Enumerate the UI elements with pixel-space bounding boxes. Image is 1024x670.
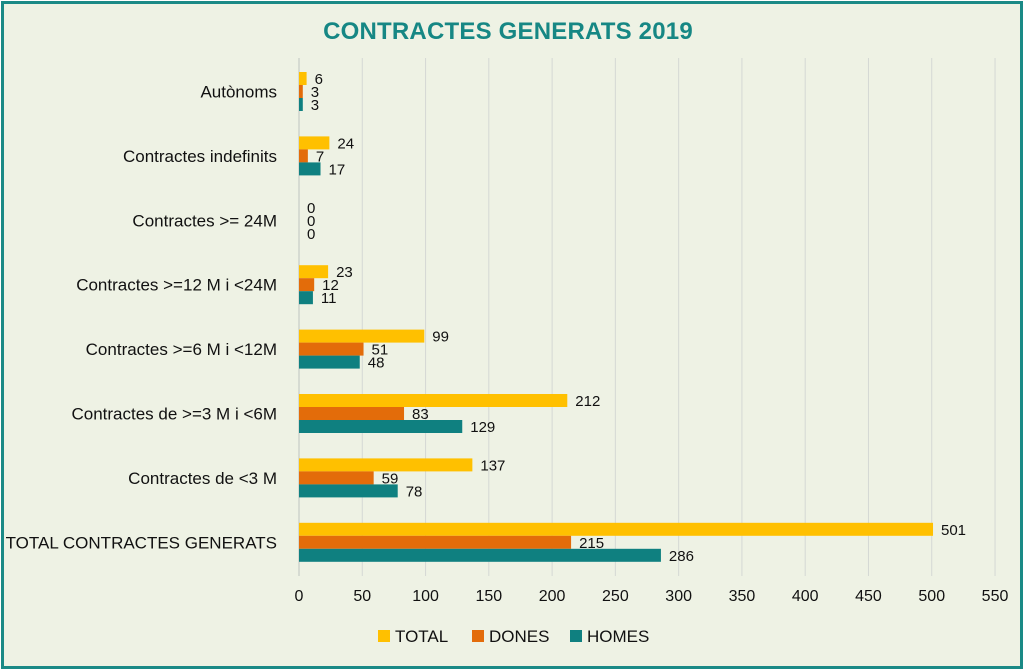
data-labels: 6332471700023121199514821283129137597850… <box>307 71 966 565</box>
data-label: 11 <box>321 290 337 307</box>
x-tick-label: 350 <box>729 588 756 605</box>
data-label: 0 <box>307 226 315 243</box>
x-tick-label: 250 <box>602 588 629 605</box>
x-tick-label: 500 <box>918 588 945 605</box>
data-label: 3 <box>311 84 319 101</box>
bar-dones <box>299 407 405 420</box>
bar-homes <box>299 291 313 305</box>
bar-total <box>299 72 307 85</box>
bars <box>299 72 934 562</box>
category-label: TOTAL CONTRACTES GENERATS <box>6 533 277 552</box>
data-label: 0 <box>307 213 315 230</box>
data-label: 7 <box>316 148 324 165</box>
x-tick-label: 400 <box>792 588 819 605</box>
bar-dones <box>299 149 308 163</box>
bar-homes <box>299 420 463 433</box>
bar-dones <box>299 471 374 485</box>
bar-homes <box>299 98 303 111</box>
data-label: 78 <box>406 483 423 500</box>
data-label: 286 <box>669 548 694 565</box>
category-label: Contractes de >=3 M i <6M <box>71 405 277 424</box>
data-label: 12 <box>322 277 339 294</box>
bar-homes <box>299 548 661 562</box>
legend-swatch-homes <box>570 630 582 642</box>
category-label: Contractes de <3 M <box>128 469 277 488</box>
data-label: 51 <box>372 342 389 359</box>
data-label: 24 <box>337 135 354 152</box>
data-label: 17 <box>329 161 346 178</box>
data-label: 99 <box>432 329 449 346</box>
data-label: 0 <box>307 200 315 217</box>
data-label: 212 <box>575 393 600 410</box>
bar-homes <box>299 162 321 176</box>
bar-dones <box>299 85 303 98</box>
x-tick-label: 550 <box>982 588 1009 605</box>
bar-dones <box>299 278 315 292</box>
x-tick-labels: 0 50 100 150 200 250 300 350 400 450 500 550 <box>295 588 1009 605</box>
data-label: 501 <box>941 522 966 539</box>
x-tick-label: 0 <box>295 588 304 605</box>
bar-dones <box>299 342 364 356</box>
chart-title: CONTRACTES GENERATS 2019 <box>323 18 693 45</box>
bar-total <box>299 136 330 150</box>
data-label: 215 <box>579 535 604 552</box>
category-label: Contractes >=12 M i <24M <box>76 276 277 295</box>
bar-total <box>299 522 934 536</box>
legend-label-homes: HOMES <box>587 627 649 646</box>
legend-swatch-dones <box>472 630 484 642</box>
bar-total <box>299 329 425 343</box>
data-label: 3 <box>311 97 319 114</box>
data-label: 23 <box>336 264 353 281</box>
bar-total <box>299 394 568 407</box>
legend: TOTAL DONES HOMES <box>378 627 649 646</box>
x-tick-label: 450 <box>855 588 882 605</box>
bar-dones <box>299 535 572 549</box>
x-tick-label: 300 <box>665 588 692 605</box>
x-tick-label: 100 <box>412 588 439 605</box>
legend-swatch-total <box>378 630 390 642</box>
data-label: 6 <box>315 71 323 88</box>
x-tick-label: 200 <box>539 588 566 605</box>
data-label: 137 <box>480 457 505 474</box>
data-label: 59 <box>382 470 399 487</box>
x-tick-label: 50 <box>353 588 371 605</box>
category-label: Contractes >=6 M i <12M <box>86 340 277 359</box>
category-labels: Autònoms Contractes indefinits Contractes … <box>6 83 277 553</box>
bar-total <box>299 458 473 472</box>
category-label: Contractes indefinits <box>123 147 277 166</box>
legend-label-total: TOTAL <box>395 627 448 646</box>
data-label: 83 <box>412 406 429 423</box>
bar-homes <box>299 355 360 369</box>
data-label: 129 <box>470 419 495 436</box>
x-tick-label: 150 <box>475 588 502 605</box>
data-label: 48 <box>368 355 385 372</box>
category-label: Contractes >= 24M <box>132 211 277 230</box>
bar-total <box>299 265 329 279</box>
gridlines <box>298 58 996 576</box>
legend-label-dones: DONES <box>489 627 549 646</box>
category-label: Autònoms <box>200 83 277 102</box>
bar-homes <box>299 484 398 498</box>
